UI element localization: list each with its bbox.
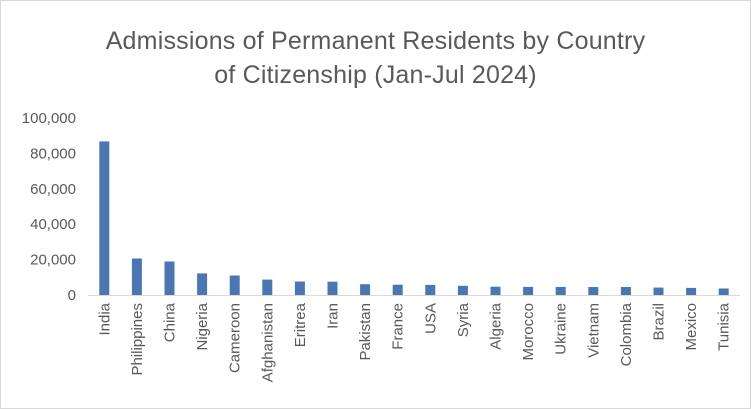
x-tick-label: Ukraine <box>553 303 570 355</box>
x-tick-label: Vietnam <box>585 303 602 358</box>
x-tick-label: India <box>96 302 113 335</box>
bar-brazil <box>653 287 664 295</box>
x-tick-label: Pakistan <box>357 303 374 361</box>
y-tick-label: 60,000 <box>30 181 76 198</box>
bar-china <box>164 261 175 295</box>
bar-india <box>99 141 110 295</box>
x-tick-label: Morocco <box>520 303 537 361</box>
x-tick-label: Eritrea <box>292 302 309 347</box>
y-tick-label: 40,000 <box>30 216 76 233</box>
x-tick-label: Colombia <box>618 302 635 366</box>
x-tick-label: Mexico <box>683 303 700 351</box>
x-tick-label: Tunisia <box>716 302 733 350</box>
bar-cameroon <box>229 275 240 295</box>
bar-algeria <box>490 286 501 295</box>
bar-morocco <box>523 286 534 295</box>
x-tick-label: Brazil <box>651 303 668 341</box>
bar-france <box>392 284 403 295</box>
y-tick-label: 80,000 <box>30 145 76 162</box>
bar-tunisia <box>718 288 729 295</box>
bar-nigeria <box>197 273 208 295</box>
x-tick-label: France <box>390 303 407 350</box>
bar-colombia <box>620 287 631 295</box>
x-tick-label: Algeria <box>488 302 505 349</box>
bar-mexico <box>686 287 697 295</box>
bar-usa <box>425 284 436 295</box>
y-tick-label: 0 <box>68 287 76 304</box>
chart-title: Admissions of Permanent Residents by Cou… <box>0 24 751 92</box>
x-tick-label: Philippines <box>129 303 146 376</box>
bar-ukraine <box>555 286 566 295</box>
y-tick-label: 100,000 <box>22 110 76 127</box>
x-tick-label: Syria <box>455 302 472 337</box>
bar-iran <box>327 281 338 295</box>
y-axis: 0 20,000 40,000 60,000 80,000 100,000 <box>22 110 76 304</box>
bar-vietnam <box>588 287 599 295</box>
bars <box>99 141 729 295</box>
x-tick-label: Iran <box>325 303 342 329</box>
x-tick-label: Nigeria <box>194 302 211 350</box>
bar-afghanistan <box>262 279 273 295</box>
x-tick-label: Afghanistan <box>259 303 276 382</box>
chart-title-line-2: of Citizenship (Jan-Jul 2024) <box>214 61 537 89</box>
y-tick-label: 20,000 <box>30 252 76 269</box>
bar-philippines <box>131 258 142 295</box>
bar-pakistan <box>360 284 371 295</box>
x-tick-label: USA <box>422 303 439 334</box>
chart-title-line-1: Admissions of Permanent Residents by Cou… <box>105 27 646 55</box>
x-axis: India Philippines China Nigeria Cameroon Afgh… <box>96 302 732 382</box>
bar-eritrea <box>294 281 305 295</box>
x-tick-label: Cameroon <box>227 303 244 373</box>
bar-syria <box>457 285 468 295</box>
x-tick-label: China <box>162 302 179 342</box>
